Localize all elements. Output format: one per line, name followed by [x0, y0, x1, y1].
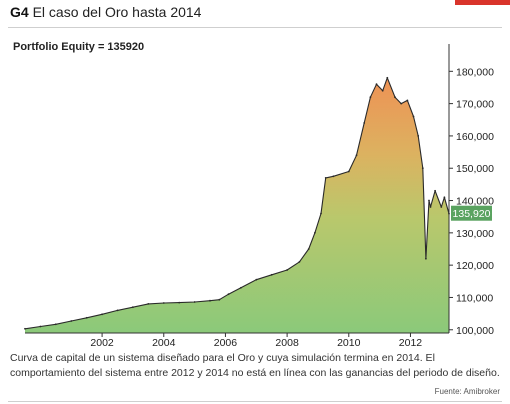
- equity-point-30: [381, 89, 384, 92]
- equity-point-2: [54, 323, 57, 326]
- equity-point-3: [70, 320, 73, 322]
- equity-point-21: [314, 231, 316, 234]
- figure-number: G4: [10, 4, 29, 20]
- equity-point-10: [178, 301, 181, 304]
- figure-caption: Curva de capital de un sistema diseñado …: [10, 352, 500, 379]
- accent-bar: [455, 0, 510, 5]
- top-rule: [8, 27, 502, 28]
- equity-point-6: [116, 309, 119, 312]
- figure-heading: G4 El caso del Oro hasta 2014: [10, 4, 201, 20]
- equity-point-41: [434, 189, 436, 192]
- x-tick-label-2004: 2004: [152, 337, 176, 348]
- equity-point-43: [443, 196, 446, 199]
- y-tick-label-180000: 180,000: [456, 66, 494, 78]
- bottom-rule: [8, 401, 502, 402]
- equity-point-13: [218, 298, 221, 301]
- equity-point-4: [85, 316, 88, 319]
- equity-point-1: [39, 325, 42, 328]
- x-tick-label-2002: 2002: [90, 337, 114, 348]
- equity-point-38: [425, 257, 427, 260]
- equity-point-35: [412, 115, 415, 118]
- equity-point-18: [286, 269, 288, 271]
- equity-point-15: [240, 286, 242, 289]
- equity-area: [25, 77, 449, 333]
- equity-point-0: [24, 327, 26, 330]
- x-tick-label-2008: 2008: [275, 337, 299, 348]
- equity-point-27: [363, 122, 366, 124]
- equity-point-42: [440, 206, 443, 208]
- chart-title: Portfolio Equity = 135920: [13, 41, 145, 53]
- equity-point-24: [332, 175, 335, 178]
- equity-point-32: [394, 96, 396, 99]
- equity-point-37: [421, 167, 424, 170]
- equity-point-26: [355, 154, 358, 157]
- equity-point-7: [132, 306, 134, 309]
- equity-point-19: [298, 261, 301, 263]
- equity-point-40: [429, 206, 432, 208]
- y-tick-label-150000: 150,000: [456, 163, 494, 175]
- y-tick-label-160000: 160,000: [456, 131, 494, 143]
- equity-point-33: [400, 102, 403, 105]
- y-tick-label-120000: 120,000: [456, 260, 494, 272]
- equity-chart: 2002 2004 2006 2008 2010 2012 100,000 110,000 12…: [24, 44, 494, 348]
- equity-point-8: [147, 303, 150, 305]
- x-tick-label-2006: 2006: [214, 337, 238, 348]
- equity-point-31: [386, 76, 389, 79]
- equity-point-34: [406, 99, 409, 102]
- equity-point-36: [417, 135, 420, 137]
- x-tick-label-2010: 2010: [337, 337, 361, 348]
- y-tick-label-110000: 110,000: [456, 292, 493, 304]
- y-tick-label-130000: 130,000: [456, 228, 494, 240]
- last-value-label: 135,920: [453, 208, 491, 220]
- equity-point-14: [227, 293, 230, 296]
- x-tick-label-2012: 2012: [399, 337, 423, 348]
- y-tick-label-170000: 170,000: [456, 99, 494, 111]
- equity-point-29: [375, 83, 378, 86]
- equity-point-9: [162, 302, 165, 304]
- equity-point-22: [320, 212, 322, 215]
- equity-point-20: [307, 248, 310, 250]
- equity-point-28: [369, 96, 372, 99]
- equity-point-12: [209, 299, 211, 302]
- equity-point-17: [270, 273, 273, 276]
- equity-point-11: [193, 301, 196, 303]
- y-tick-label-100000: 100,000: [456, 325, 494, 337]
- equity-point-5: [101, 313, 103, 316]
- last-value-badge: [451, 205, 492, 221]
- equity-point-16: [255, 278, 258, 281]
- figure-source: Fuente: Amibroker: [434, 387, 500, 396]
- y-tick-label-140000: 140,000: [456, 196, 494, 208]
- equity-point-39: [428, 199, 430, 202]
- equity-point-23: [324, 177, 327, 179]
- equity-point-25: [347, 170, 350, 173]
- figure-title: El caso del Oro hasta 2014: [32, 4, 202, 20]
